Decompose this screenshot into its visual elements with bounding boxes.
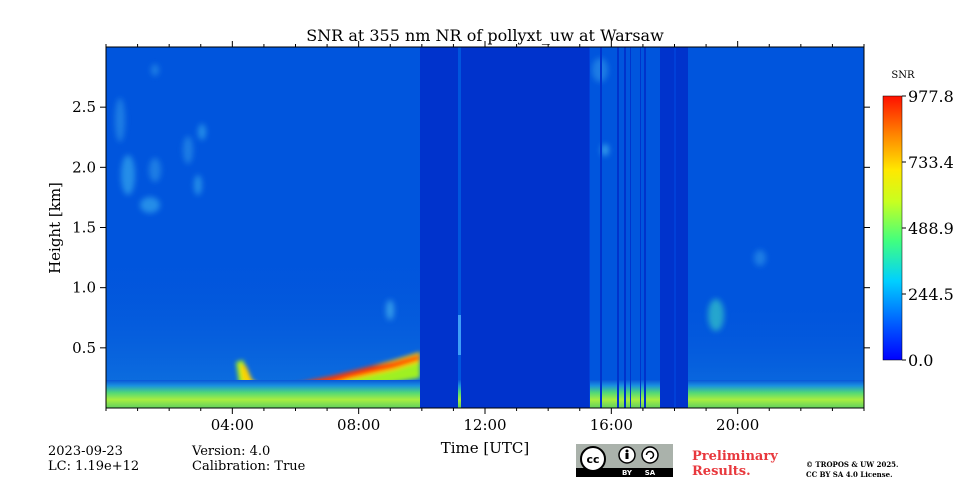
preliminary-line-2: Results. xyxy=(692,464,751,479)
cc-badge-text: cc xyxy=(586,453,599,466)
colorbar-ticks: 0.0 244.5 488.9 733.4 977.8 xyxy=(902,87,954,370)
cloud-patches xyxy=(115,58,766,331)
y-axis-label: Height [km] xyxy=(46,182,64,274)
cc-license-badge: cc BY SA xyxy=(576,444,673,477)
by-label: BY xyxy=(622,469,633,477)
colorbar-tick-label: 733.4 xyxy=(908,153,954,172)
colorbar-tick-label: 488.9 xyxy=(908,219,954,238)
colorbar-label: SNR xyxy=(891,70,915,81)
date-label: 2023-09-23 xyxy=(48,444,123,459)
y-tick-label: 2.0 xyxy=(72,158,96,176)
calibration-label: Calibration: True xyxy=(192,459,306,474)
sa-label: SA xyxy=(645,469,656,477)
copyright-line-2: CC BY SA 4.0 License. xyxy=(806,470,893,479)
colorbar-tick-label: 244.5 xyxy=(908,285,954,304)
x-axis: 04:00 08:00 12:00 16:00 20:00 xyxy=(105,41,865,434)
profile-streaks xyxy=(589,47,676,408)
y-tick-label: 1.5 xyxy=(72,219,96,237)
copyright-line-1: © TROPOS & UW 2025. xyxy=(806,460,899,469)
y-tick-label: 2.5 xyxy=(72,98,96,116)
colorbar xyxy=(882,95,903,361)
x-tick-label: 16:00 xyxy=(590,416,633,434)
colorbar-tick-label: 0.0 xyxy=(908,351,933,370)
lidar-constant-label: LC: 1.19e+12 xyxy=(48,459,140,474)
sa-icon xyxy=(641,446,659,464)
y-tick-label: 1.0 xyxy=(72,279,96,297)
x-tick-label: 12:00 xyxy=(463,416,506,434)
chart-title: SNR at 355 nm NR of pollyxt_uw at Warsaw xyxy=(306,26,664,45)
preliminary-line-1: Preliminary xyxy=(692,449,778,464)
plot-area xyxy=(106,47,864,408)
x-axis-label: Time [UTC] xyxy=(441,439,530,457)
x-tick-label: 20:00 xyxy=(716,416,759,434)
cc-icon xyxy=(580,446,606,472)
y-tick-label: 0.5 xyxy=(72,339,96,357)
colorbar-tick-label: 977.8 xyxy=(908,87,954,106)
x-tick-label: 08:00 xyxy=(337,416,380,434)
copyright-notice: © TROPOS & UW 2025. CC BY SA 4.0 License… xyxy=(806,460,899,480)
spike-line xyxy=(458,315,461,355)
version-label: Version: 4.0 xyxy=(192,444,271,459)
x-tick-label: 04:00 xyxy=(211,416,254,434)
data-gap-2 xyxy=(461,47,589,408)
haze-layer-right xyxy=(660,300,864,395)
preliminary-notice: Preliminary Results. xyxy=(692,449,778,479)
data-gap-1 xyxy=(420,47,458,408)
y-axis: 0.5 1.0 1.5 2.0 2.5 xyxy=(72,98,870,357)
